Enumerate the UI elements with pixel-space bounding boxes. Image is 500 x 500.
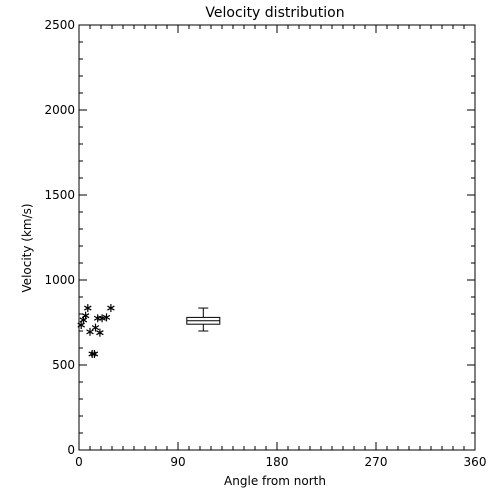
- x-tick-label: 360: [464, 455, 487, 469]
- data-point: [81, 311, 90, 320]
- plot-frame: [78, 24, 476, 451]
- asterisk-stroke: [96, 330, 104, 336]
- data-point: [93, 314, 102, 323]
- x-tick-label: 270: [365, 455, 388, 469]
- data-point: [86, 327, 94, 336]
- x-tick-label: 90: [170, 455, 185, 469]
- data-point: [102, 313, 111, 322]
- axis-ticks: [78, 24, 476, 451]
- asterisk-stroke: [90, 351, 99, 357]
- asterisk-stroke: [91, 325, 100, 331]
- tick-labels: 0 90 180 270 360 0 500 1000 1500 2000 2500: [44, 18, 486, 469]
- chart-title: Velocity distribution: [205, 5, 344, 21]
- asterisk-stroke: [81, 313, 90, 319]
- asterisk-stroke: [98, 315, 106, 321]
- x-axis-label: Angle from north: [224, 474, 326, 488]
- asterisk-stroke: [79, 317, 88, 323]
- y-tick-label: 2500: [44, 18, 75, 32]
- asterisk-stroke: [77, 322, 85, 328]
- data-point: [84, 304, 92, 313]
- box-plot: [186, 307, 221, 332]
- data-point: [90, 349, 99, 358]
- x-tick-label: 0: [75, 455, 83, 469]
- y-tick-label: 2000: [44, 103, 75, 117]
- x-tick-label: 180: [266, 455, 289, 469]
- y-tick-label: 1000: [44, 273, 75, 287]
- scatter-points: [77, 304, 115, 358]
- y-tick-label: 500: [52, 358, 75, 372]
- y-tick-label: 1500: [44, 188, 75, 202]
- y-axis-label: Velocity (km/s): [20, 203, 34, 292]
- asterisk-stroke: [86, 329, 94, 335]
- asterisk-stroke: [84, 305, 92, 311]
- asterisk-stroke: [107, 305, 115, 311]
- y-tick-label: 0: [67, 443, 75, 457]
- data-point: [107, 304, 115, 313]
- data-point: [91, 323, 100, 332]
- data-point: [96, 328, 104, 337]
- asterisk-stroke: [102, 314, 111, 320]
- data-point: [98, 314, 106, 323]
